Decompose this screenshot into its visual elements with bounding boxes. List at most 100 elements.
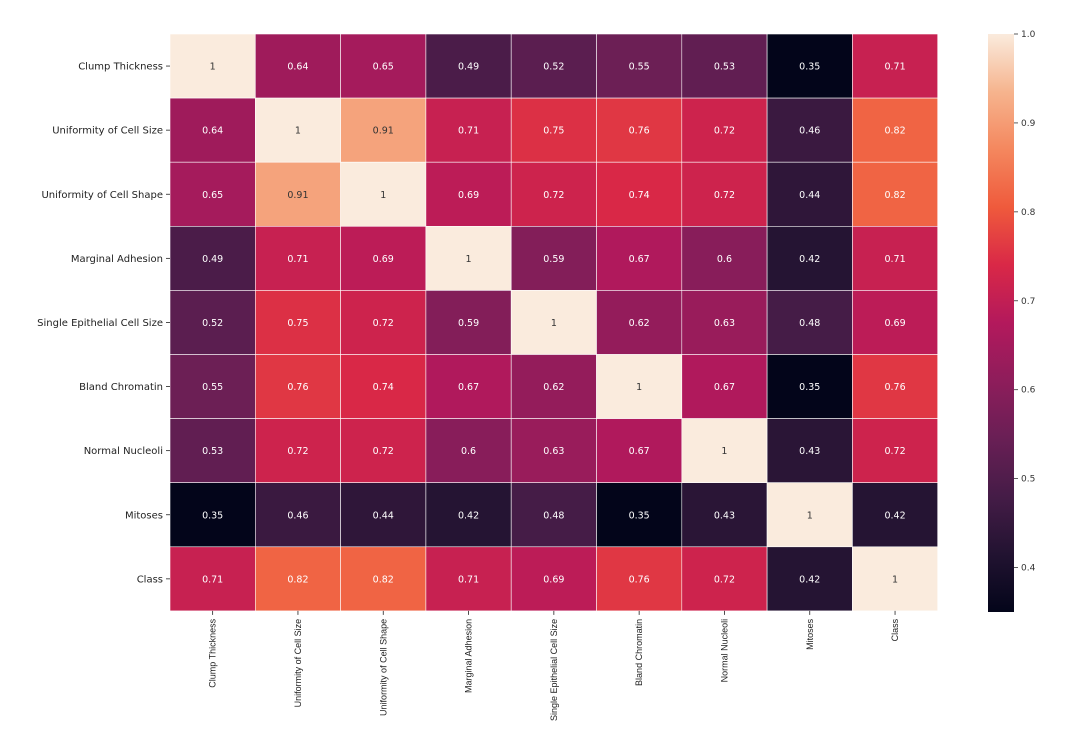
heatmap-cell [425, 33, 512, 99]
cell-value-label: 0.72 [714, 190, 735, 201]
cell-value-label: 0.67 [458, 382, 479, 393]
cell-value-label: 0.42 [799, 254, 820, 265]
heatmap-cell [169, 33, 256, 99]
cell-value-label: 1 [636, 382, 642, 393]
row-label: Class [137, 574, 163, 585]
cell-value-label: 0.46 [799, 126, 820, 137]
cell-value-label: 0.35 [629, 510, 650, 521]
heatmap-cell [681, 161, 768, 227]
heatmap-cell [596, 482, 683, 548]
cell-value-label: 0.6 [461, 446, 476, 457]
cell-value-label: 0.48 [799, 318, 820, 329]
cell-value-label: 0.75 [543, 126, 564, 137]
heatmap-cell [169, 290, 256, 355]
heatmap-cell [766, 418, 853, 484]
heatmap-cell [425, 290, 512, 355]
heatmap-cell [340, 482, 427, 548]
heatmap-cell [340, 418, 427, 484]
cell-value-label: 0.82 [373, 574, 394, 585]
heatmap-cell [852, 226, 939, 291]
heatmap-cell [510, 482, 597, 548]
row-label: Marginal Adhesion [71, 254, 163, 265]
heatmap-cell [255, 354, 341, 419]
cell-value-label: 0.72 [543, 190, 564, 201]
cell-value-label: 0.82 [287, 574, 308, 585]
cell-value-label: 1 [380, 190, 386, 201]
cell-value-label: 0.72 [884, 446, 905, 457]
heatmap-cell [340, 161, 427, 227]
heatmap-cell [510, 354, 597, 419]
cell-value-label: 0.64 [287, 62, 308, 73]
colorbar-tick-label: 0.4 [1021, 564, 1036, 574]
cell-value-label: 0.67 [629, 446, 650, 457]
colorbar-tick-label: 0.5 [1021, 475, 1035, 485]
heatmap-cell [255, 290, 341, 355]
cell-value-label: 0.69 [373, 254, 394, 265]
column-label: Class [890, 618, 900, 641]
cell-value-label: 0.71 [202, 574, 223, 585]
cell-value-label: 0.67 [714, 382, 735, 393]
heatmap-cell [510, 546, 597, 612]
heatmap-cell [169, 354, 256, 419]
heatmap-cell [255, 33, 341, 99]
cell-value-label: 0.71 [458, 126, 479, 137]
colorbar-tick-label: 0.7 [1021, 297, 1035, 307]
heatmap-cell [255, 418, 341, 484]
cell-value-label: 1 [807, 510, 813, 521]
cell-value-label: 0.55 [202, 382, 223, 393]
heatmap-cell [340, 354, 427, 419]
heatmap-cell [681, 418, 768, 484]
heatmap-cell [510, 418, 597, 484]
row-label: Single Epithelial Cell Size [37, 318, 163, 329]
cell-value-label: 0.46 [287, 510, 308, 521]
heatmap-cell [340, 546, 427, 612]
cell-value-label: 0.44 [373, 510, 394, 521]
cell-value-label: 0.76 [884, 382, 905, 393]
cell-value-label: 0.91 [373, 126, 394, 137]
cell-value-label: 0.62 [543, 382, 564, 393]
row-label: Normal Nucleoli [84, 446, 163, 457]
cell-value-label: 0.71 [884, 254, 905, 265]
heatmap-cell [169, 97, 256, 163]
row-label: Uniformity of Cell Shape [41, 190, 163, 201]
cell-value-label: 0.76 [287, 382, 308, 393]
colorbar-tick-label: 0.6 [1021, 386, 1036, 396]
cell-value-label: 0.82 [884, 126, 905, 137]
heatmap-cell [510, 97, 597, 163]
cell-value-label: 0.65 [373, 62, 394, 73]
heatmap-cell [852, 482, 939, 548]
cell-value-label: 0.71 [884, 62, 905, 73]
column-label: Uniformity of Cell Size [293, 619, 303, 708]
heatmap-cell [255, 161, 341, 227]
cell-value-label: 0.35 [202, 510, 223, 521]
cell-value-label: 0.53 [714, 62, 735, 73]
cell-value-label: 0.43 [799, 446, 820, 457]
cell-value-label: 0.72 [373, 446, 394, 457]
colorbar-tick-label: 0.9 [1021, 119, 1036, 129]
column-label: Bland Chromatin [634, 619, 644, 686]
heatmap-cell [169, 482, 256, 548]
heatmap-cells: 1 0.64 0.65 0.49 0.52 0.55 0.53 0.35 0.71 0.64 1 0.… [169, 33, 939, 612]
cell-value-label: 1 [210, 62, 216, 73]
column-label: Mitoses [805, 618, 815, 650]
heatmap-cell [766, 226, 853, 291]
cell-value-label: 0.42 [884, 510, 905, 521]
cell-value-label: 0.71 [287, 254, 308, 265]
heatmap-cell [169, 161, 256, 227]
cell-value-label: 0.67 [629, 254, 650, 265]
cell-value-label: 0.64 [202, 126, 223, 137]
cell-value-label: 0.72 [287, 446, 308, 457]
row-label: Mitoses [125, 510, 163, 521]
cell-value-label: 0.72 [714, 126, 735, 137]
heatmap-cell [510, 33, 597, 99]
cell-value-label: 0.59 [458, 318, 479, 329]
cell-value-label: 0.76 [629, 126, 650, 137]
heatmap-cell [852, 97, 939, 163]
cell-value-label: 1 [466, 254, 472, 265]
cell-value-label: 0.52 [202, 318, 223, 329]
cell-value-label: 0.76 [629, 574, 650, 585]
cell-value-label: 0.44 [799, 190, 820, 201]
heatmap-cell [425, 546, 512, 612]
heatmap-cell [510, 161, 597, 227]
column-labels: Clump Thickness Uniformity of Cell Size Un… [208, 610, 900, 721]
